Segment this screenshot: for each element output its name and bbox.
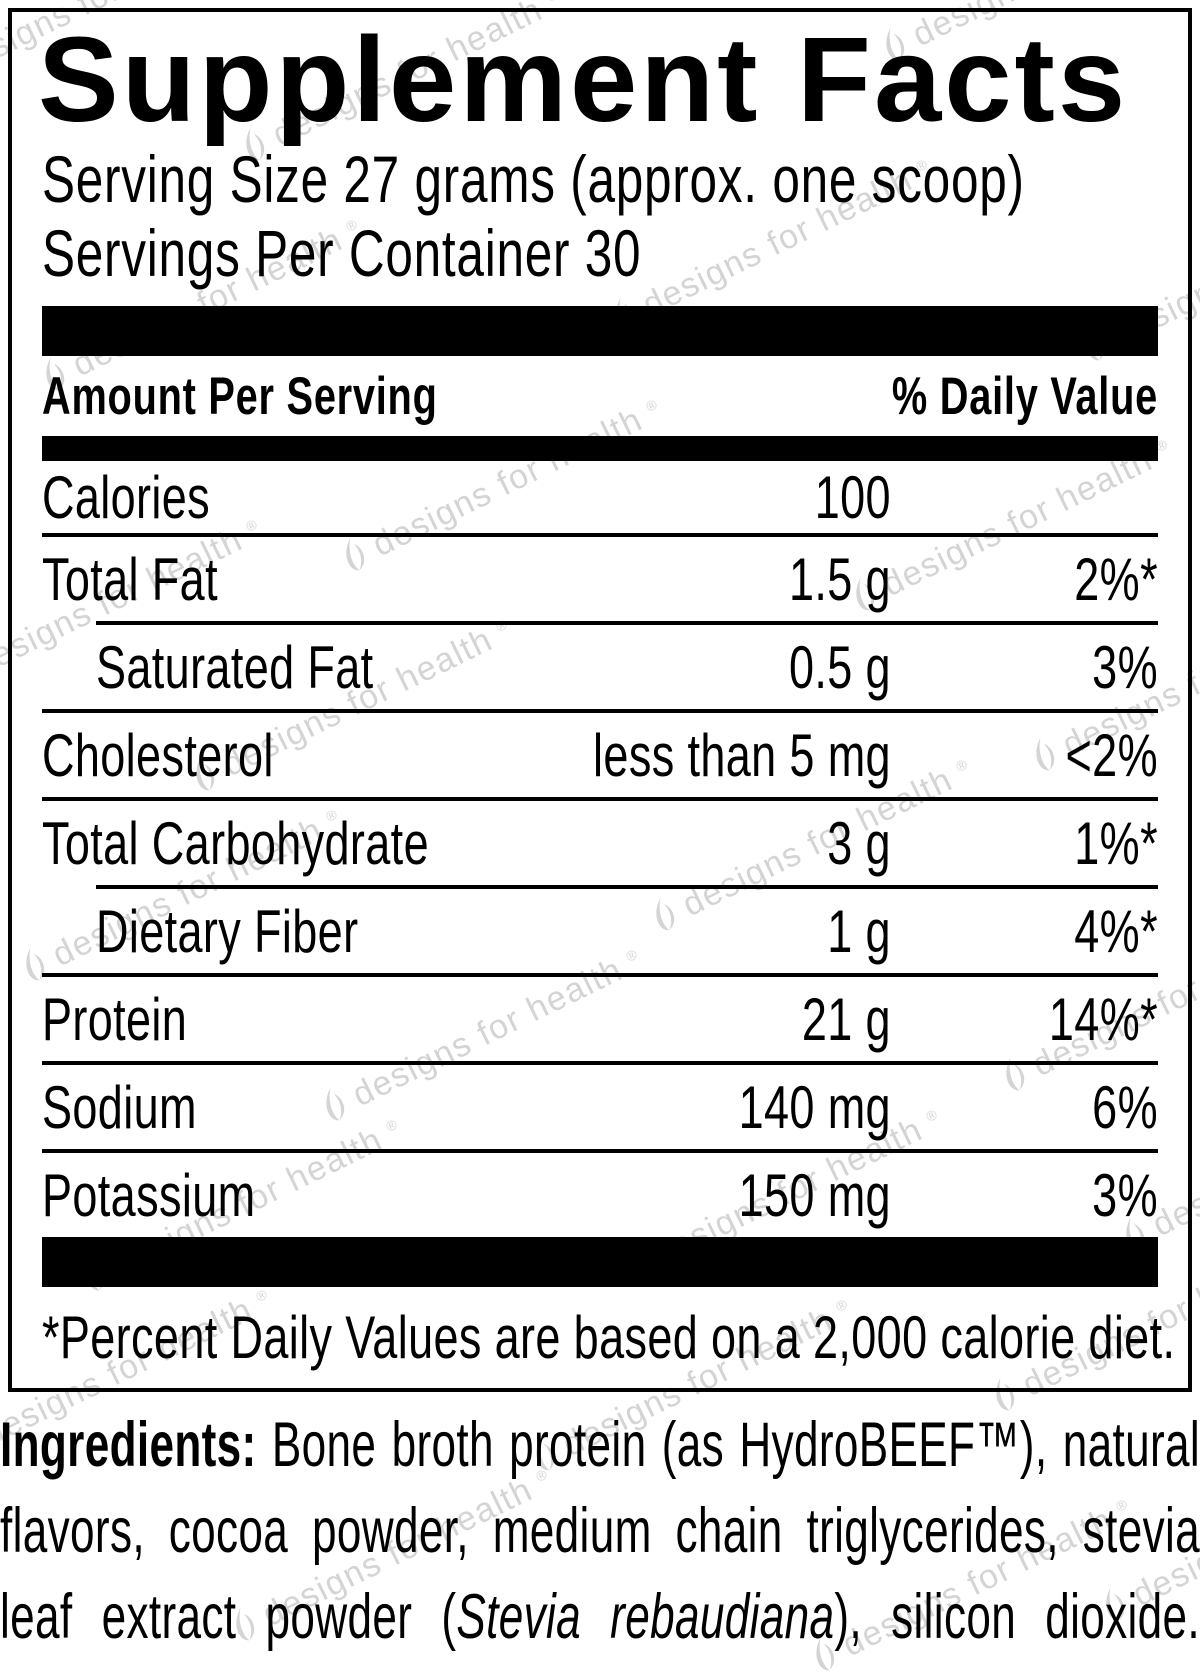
- nutrient-amount: 150 mg: [738, 1161, 891, 1229]
- registered-mark: ®: [543, 0, 561, 5]
- ingredients-text-2: flavors, cocoa powder, medium chain trig…: [0, 1496, 1200, 1566]
- nutrient-amount: 1.5 g: [789, 545, 891, 613]
- nutrient-daily-value: 6%: [1092, 1073, 1158, 1141]
- nutrient-amount: 100: [814, 463, 891, 531]
- watermark: designs for health®: [313, 939, 647, 1128]
- row-separator: [96, 621, 1158, 625]
- nutrient-daily-value: 4%*: [1074, 897, 1158, 965]
- nutrient-amount: 1 g: [827, 897, 891, 965]
- daily-value-footnote: *Percent Daily Values are based on a 2,0…: [42, 1304, 1176, 1371]
- ingredients-text-4: ), silicon dioxide.: [834, 1582, 1200, 1652]
- nutrient-name: Sodium: [42, 1073, 197, 1141]
- row-separator: [42, 1061, 1158, 1065]
- table-row: Total Fat 1.5 g 2%*: [42, 537, 1158, 621]
- ingredients-latin-name: Stevia rebaudiana: [456, 1582, 835, 1652]
- dfh-logo-icon: [536, 1437, 555, 1471]
- row-separator: [96, 885, 1158, 889]
- serving-size: Serving Size 27 grams (approx. one scoop…: [42, 142, 1025, 216]
- watermark: designs for health®: [183, 609, 517, 798]
- nutrient-amount: less than 5 mg: [593, 721, 891, 789]
- divider-bar-header: [42, 436, 1158, 461]
- watermark: designs for health®: [643, 749, 977, 938]
- nutrient-name: Calories: [42, 463, 211, 531]
- dfh-logo-icon: [46, 357, 65, 391]
- watermark: designs for health®: [223, 1459, 557, 1648]
- nutrient-name: Total Fat: [42, 545, 218, 613]
- ingredients-line-2: flavors, cocoa powder, medium chain trig…: [0, 1488, 1200, 1574]
- watermark: designs for health®: [233, 0, 567, 168]
- ingredients-label: Ingredients:: [0, 1410, 257, 1480]
- row-separator: [42, 533, 1158, 537]
- watermark: designs for health®: [523, 1289, 857, 1478]
- nutrient-daily-value: 14%*: [1048, 985, 1158, 1053]
- ingredients-section: Ingredients: Bone broth protein (as Hydr…: [0, 1402, 1200, 1660]
- watermark: designs for health®: [1093, 1439, 1200, 1628]
- watermark: designs for health®: [993, 909, 1200, 1098]
- column-header-daily-value: % Daily Value: [891, 366, 1158, 426]
- table-row: Saturated Fat 0.5 g 3%: [42, 625, 1158, 709]
- ingredients-line-1: Ingredients: Bone broth protein (as Hydr…: [0, 1402, 1200, 1488]
- dfh-logo-icon: [326, 1087, 345, 1121]
- nutrient-amount: 3 g: [827, 809, 891, 877]
- watermark: designs for health®: [13, 799, 347, 988]
- dfh-logo-icon: [1036, 737, 1055, 771]
- nutrient-name: Saturated Fat: [96, 633, 374, 701]
- watermark: designs for health®: [873, 0, 1200, 68]
- watermark: designs for health®: [333, 389, 667, 578]
- supplement-facts-panel: Supplement Facts Serving Size 27 grams (…: [8, 8, 1192, 1392]
- panel-title: Supplement Facts: [38, 11, 1129, 147]
- dfh-logo-icon: [656, 897, 675, 931]
- nutrient-name: Potassium: [42, 1161, 256, 1229]
- nutrient-name: Protein: [42, 985, 188, 1053]
- row-separator: [42, 709, 1158, 713]
- table-row: Sodium 140 mg 6%: [42, 1065, 1158, 1149]
- ingredients-line-3: leaf extract powder (Stevia rebaudiana),…: [0, 1574, 1200, 1660]
- row-separator: [42, 1149, 1158, 1153]
- nutrient-amount: 21 g: [801, 985, 891, 1053]
- dfh-logo-icon: [26, 947, 45, 981]
- nutrient-name: Total Carbohydrate: [42, 809, 429, 877]
- table-row: Dietary Fiber 1 g 4%*: [42, 889, 1158, 973]
- divider-bar-top: [42, 306, 1158, 356]
- nutrient-amount: 140 mg: [738, 1073, 891, 1141]
- row-separator: [42, 973, 1158, 977]
- table-row: Potassium 150 mg 3%: [42, 1153, 1158, 1237]
- nutrient-daily-value: 3%: [1092, 633, 1158, 701]
- table-row: Total Carbohydrate 3 g 1%*: [42, 801, 1158, 885]
- dfh-logo-icon: [196, 757, 215, 791]
- dfh-logo-icon: [1006, 1057, 1025, 1091]
- row-separator: [42, 797, 1158, 801]
- servings-per-container: Servings Per Container 30: [42, 216, 642, 290]
- ingredients-text-3: leaf extract powder (: [0, 1582, 457, 1652]
- watermark: designs for health®: [843, 429, 1177, 618]
- dfh-logo-icon: [856, 577, 875, 611]
- table-row: Cholesterol less than 5 mg <2%: [42, 713, 1158, 797]
- table-row: Calories 100: [42, 461, 1158, 533]
- divider-bar-bottom: [42, 1237, 1158, 1287]
- dfh-logo-icon: [346, 537, 365, 571]
- nutrient-table: Calories 100 Total Fat 1.5 g 2%* Saturated Fa…: [42, 461, 1158, 1237]
- nutrient-daily-value: 3%: [1092, 1161, 1158, 1229]
- dfh-logo-icon: [886, 27, 905, 61]
- column-header-amount: Amount Per Serving: [42, 366, 438, 426]
- dfh-logo-icon: [246, 127, 265, 161]
- nutrient-daily-value: 1%*: [1074, 809, 1158, 877]
- nutrient-name: Dietary Fiber: [96, 897, 359, 965]
- ingredients-text-1: Bone broth protein (as HydroBEEF™), natu…: [256, 1410, 1200, 1480]
- nutrient-amount: 0.5 g: [789, 633, 891, 701]
- dfh-logo-icon: [236, 1607, 255, 1641]
- dfh-logo-icon: [1106, 1587, 1125, 1621]
- nutrient-name: Cholesterol: [42, 721, 274, 789]
- watermark: designs for health®: [33, 209, 367, 398]
- table-row: Protein 21 g 14%*: [42, 977, 1158, 1061]
- nutrient-daily-value: 2%*: [1074, 545, 1158, 613]
- table-header: Amount Per Serving % Daily Value: [42, 356, 1158, 436]
- watermark: designs for health®: [1023, 589, 1200, 778]
- nutrient-daily-value: <2%: [1065, 721, 1158, 789]
